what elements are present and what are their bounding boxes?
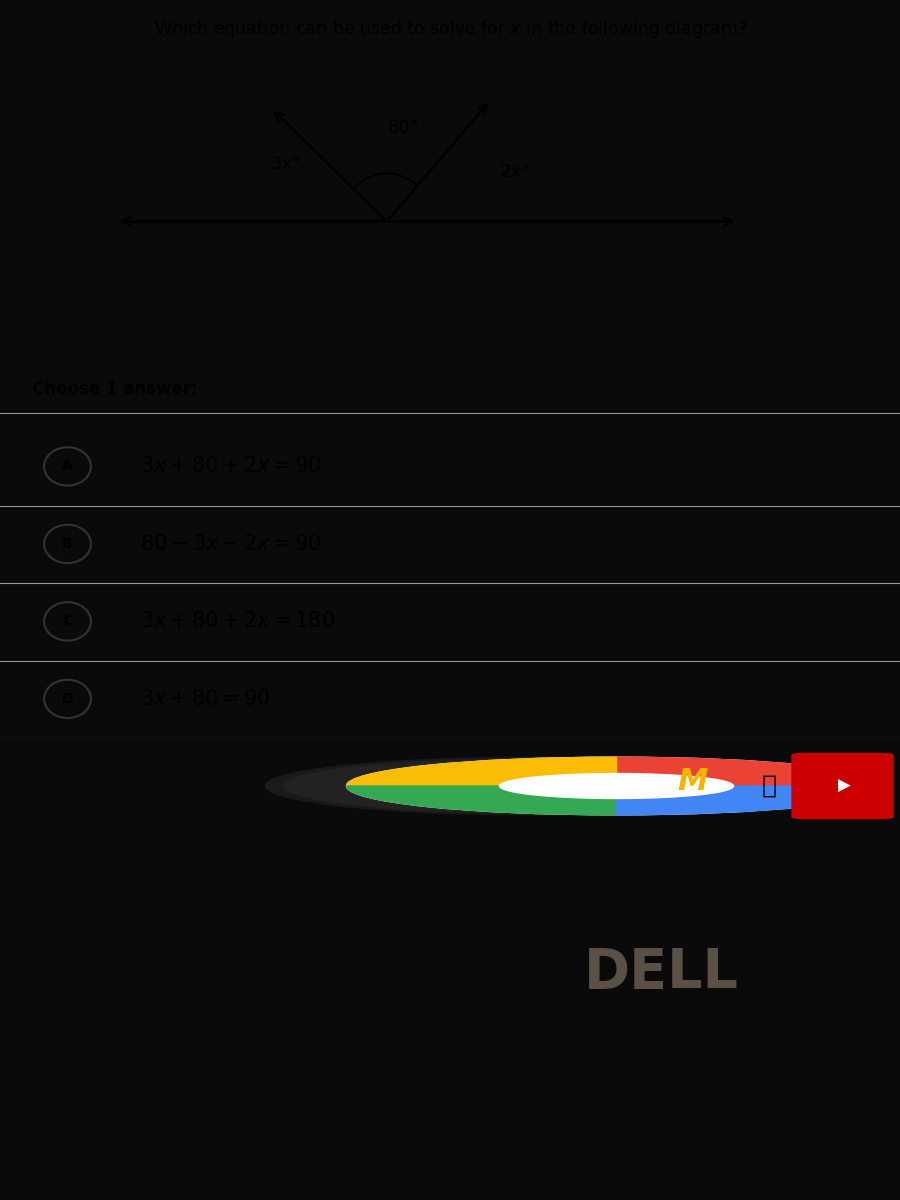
Text: B: B (62, 536, 73, 551)
Wedge shape (616, 757, 886, 786)
Wedge shape (616, 786, 886, 815)
Text: ⬛: ⬛ (529, 776, 542, 796)
Text: Which equation can be used to solve for $x$ in the following diagram?: Which equation can be used to solve for … (154, 18, 746, 41)
Wedge shape (346, 757, 616, 786)
Circle shape (284, 760, 788, 812)
Text: 📹: 📹 (528, 774, 543, 798)
Text: C: C (62, 614, 73, 629)
FancyBboxPatch shape (792, 754, 893, 818)
Text: DELL: DELL (584, 946, 739, 1000)
Circle shape (346, 757, 886, 815)
Text: A: A (62, 460, 73, 474)
Text: $80 - 3x - 2x = 90$: $80 - 3x - 2x = 90$ (140, 534, 321, 554)
Text: $3x + 80 + 2x = 90$: $3x + 80 + 2x = 90$ (140, 456, 321, 476)
Text: Choose 1 answer:: Choose 1 answer: (32, 380, 197, 398)
Circle shape (500, 774, 734, 798)
Text: M: M (678, 767, 708, 796)
Text: 80°: 80° (387, 119, 419, 137)
Text: 3x°: 3x° (270, 156, 302, 174)
Text: D: D (62, 692, 73, 706)
Text: $3x + 80 + 2x = 180$: $3x + 80 + 2x = 180$ (140, 611, 335, 631)
Text: 2x°: 2x° (500, 163, 531, 181)
Text: ▶: ▶ (838, 778, 850, 794)
Text: 📋: 📋 (762, 774, 777, 798)
Circle shape (266, 757, 806, 815)
Text: $3x + 80 = 90$: $3x + 80 = 90$ (140, 689, 270, 709)
Wedge shape (346, 786, 616, 815)
